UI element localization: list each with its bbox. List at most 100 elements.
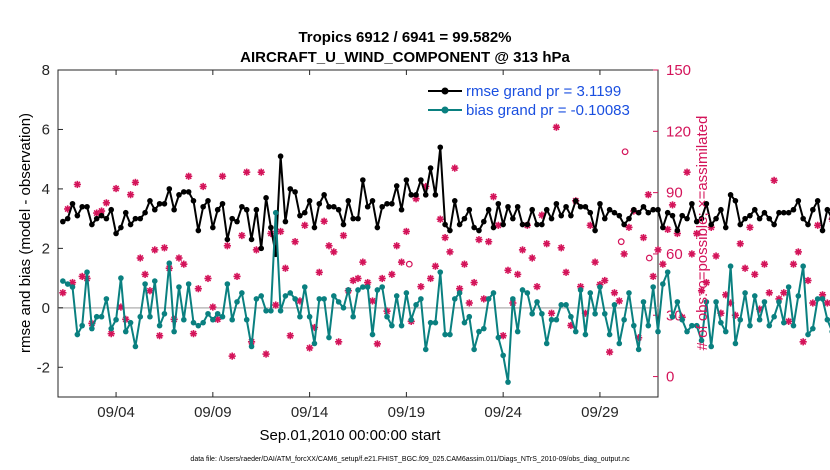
bias-point (156, 322, 163, 329)
rmse-point (258, 245, 265, 252)
assimilated-obs-marker (664, 225, 672, 234)
bias-point (418, 296, 424, 302)
rmse-point (374, 224, 381, 231)
bias-point (122, 328, 129, 335)
rmse-point (582, 203, 589, 210)
rmse-point (742, 215, 748, 222)
assimilated-obs-marker (175, 254, 183, 262)
rmse-point (456, 221, 463, 228)
bias-point (74, 331, 81, 338)
bias-point (118, 275, 124, 281)
bias-point (132, 343, 139, 350)
legend-rmse-marker (441, 87, 449, 95)
rmse-point (776, 209, 782, 216)
bias-point (640, 299, 647, 305)
rmse-point (471, 224, 477, 231)
bias-point (611, 302, 618, 308)
bias-point (64, 281, 71, 287)
bias-point (422, 346, 429, 353)
bias-point (379, 284, 385, 290)
rmse-point (655, 206, 661, 213)
assimilated-obs-marker (770, 176, 778, 184)
bias-point (771, 313, 777, 320)
rmse-point (785, 209, 792, 216)
bias-point (606, 331, 613, 338)
assimilated-obs-marker (402, 227, 410, 236)
assimilated-obs-marker (644, 191, 652, 199)
bias-point (93, 313, 100, 320)
assimilated-obs-marker (131, 178, 140, 187)
assimilated-obs-marker (160, 244, 169, 252)
bias-point (461, 319, 468, 326)
assimilated-obs-marker (431, 262, 440, 270)
rmse-point (263, 195, 269, 201)
rmse-point (345, 198, 352, 204)
bias-series (60, 209, 830, 385)
rmse-point (147, 198, 153, 204)
bias-point (543, 340, 550, 347)
bias-point (345, 287, 352, 293)
bias-point (137, 313, 144, 320)
assimilated-obs-marker (639, 233, 648, 242)
bias-point (258, 293, 265, 299)
assimilated-obs-marker (504, 266, 512, 274)
bias-point (190, 319, 197, 326)
bias-point (355, 287, 361, 293)
rmse-point (418, 177, 424, 183)
assimilated-obs-marker (378, 274, 386, 283)
assimilated-obs-marker (649, 272, 657, 281)
assimilated-obs-marker (243, 168, 251, 176)
rmse-point (132, 215, 139, 222)
bias-point (243, 316, 250, 323)
rmse-point (529, 206, 535, 213)
possible-obs-marker (621, 148, 629, 156)
rmse-point (495, 200, 502, 207)
bias-point (176, 284, 182, 290)
rmse-point (176, 192, 182, 198)
bias-point (524, 290, 531, 296)
assimilated-obs-marker (426, 274, 435, 283)
rmse-point (403, 177, 410, 183)
rmse-point (447, 227, 453, 234)
rmse-point (151, 206, 158, 213)
footer-data-file: data file: /Users/raeder/DAI/ATM_forcXX/… (190, 456, 630, 463)
rmse-point (243, 206, 250, 213)
rmse-point (369, 198, 376, 204)
bias-point (311, 340, 318, 347)
assimilated-obs-marker (804, 276, 812, 285)
rmse-point (379, 203, 385, 210)
rmse-point (592, 227, 598, 234)
chart-title-line1: Tropics 6912 / 6941 = 99.582% (298, 29, 511, 46)
rmse-point (703, 200, 710, 207)
bias-point (263, 307, 269, 314)
rmse-point (781, 209, 787, 216)
bias-point (703, 299, 710, 305)
y-axis-right-label: # of obs: o=possible; ×=assimilated (694, 116, 711, 351)
bias-point (563, 302, 569, 308)
assimilated-obs-marker (494, 221, 502, 229)
bias-point (587, 290, 594, 296)
assimilated-obs-marker (586, 221, 594, 229)
rmse-point (190, 198, 197, 204)
rmse-point (621, 221, 627, 228)
bias-point (321, 296, 327, 302)
assimilated-obs-marker (223, 242, 231, 250)
bias-point (384, 313, 390, 320)
y-left-tick-label: 0 (42, 300, 50, 317)
rmse-point (93, 215, 100, 222)
rmse-point (737, 221, 744, 228)
assimilated-obs-marker (562, 268, 570, 276)
bias-point (713, 299, 719, 305)
assimilated-obs-marker (659, 260, 667, 268)
assimilated-obs-marker (180, 260, 188, 268)
bias-point (277, 307, 284, 314)
rmse-point (824, 206, 830, 213)
assimilated-obs-marker (601, 276, 609, 285)
bias-point (364, 284, 371, 290)
rmse-point (572, 198, 579, 204)
assimilated-obs-marker (456, 285, 464, 293)
rmse-point (185, 189, 192, 195)
assimilated-obs-marker (204, 274, 212, 283)
assimilated-obs-marker (625, 223, 633, 231)
bias-point (819, 296, 826, 302)
